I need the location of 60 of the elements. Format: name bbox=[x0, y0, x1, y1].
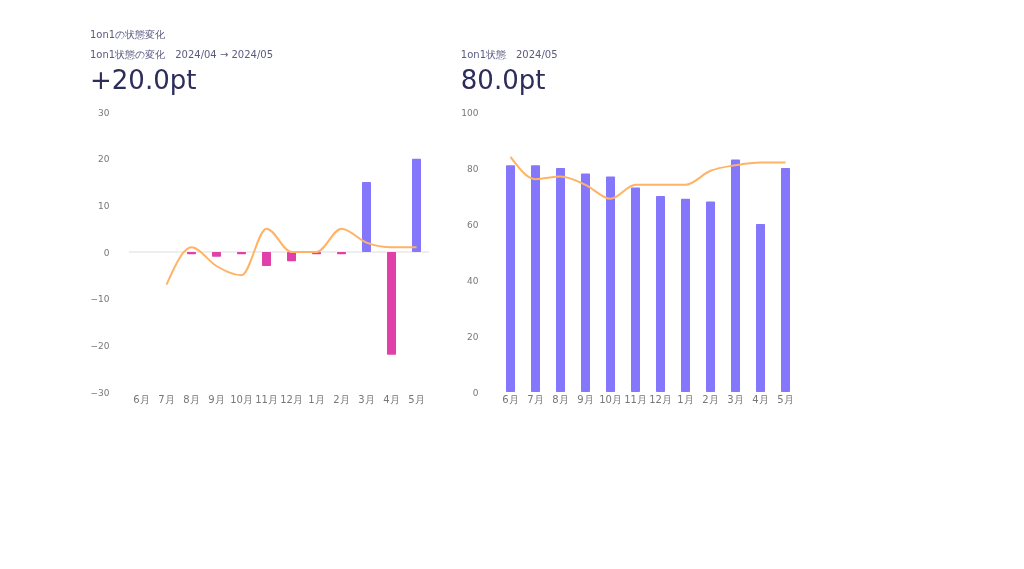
y-tick-label: 80 bbox=[467, 163, 479, 174]
bar bbox=[506, 165, 515, 392]
y-tick-label: 0 bbox=[472, 387, 479, 398]
x-tick-label: 6月 bbox=[133, 393, 150, 405]
x-tick-label: 8月 bbox=[183, 393, 200, 405]
x-tick-label: 5月 bbox=[777, 393, 794, 405]
bar bbox=[412, 158, 421, 252]
x-tick-label: 4月 bbox=[383, 393, 400, 405]
x-tick-label: 7月 bbox=[158, 393, 175, 405]
x-tick-label: 12月 bbox=[280, 393, 303, 405]
bar bbox=[556, 168, 565, 392]
x-tick-label: 12月 bbox=[649, 393, 672, 405]
x-tick-label: 2月 bbox=[333, 393, 350, 405]
bar bbox=[756, 224, 765, 392]
x-tick-label: 7月 bbox=[527, 393, 544, 405]
x-tick-label: 10月 bbox=[599, 393, 622, 405]
bar bbox=[781, 168, 790, 392]
y-tick-label: 30 bbox=[98, 107, 110, 118]
y-tick-label: 20 bbox=[467, 331, 479, 342]
x-tick-label: 11月 bbox=[624, 393, 647, 405]
y-tick-label: −30 bbox=[90, 387, 110, 398]
bar bbox=[387, 252, 396, 355]
bar bbox=[606, 176, 615, 392]
bar bbox=[581, 173, 590, 392]
x-tick-label: 9月 bbox=[208, 393, 225, 405]
x-tick-label: 11月 bbox=[255, 393, 278, 405]
x-tick-label: 4月 bbox=[752, 393, 769, 405]
x-tick-label: 6月 bbox=[502, 393, 519, 405]
x-tick-label: 3月 bbox=[358, 393, 375, 405]
line-series bbox=[509, 155, 787, 200]
y-tick-label: 20 bbox=[98, 154, 110, 165]
text: 1on1の状態変化 bbox=[90, 29, 166, 40]
y-tick-label: 100 bbox=[461, 107, 479, 118]
chart-subtitle: +20.0pt bbox=[90, 65, 197, 95]
y-tick-label: 60 bbox=[467, 219, 479, 230]
bar bbox=[262, 252, 271, 266]
y-tick-label: 40 bbox=[467, 275, 479, 286]
chart-title: 1on1状態の変化 2024/04 → 2024/05 bbox=[90, 49, 274, 60]
bar bbox=[362, 182, 371, 252]
x-tick-label: 9月 bbox=[577, 393, 594, 405]
y-tick-label: −10 bbox=[90, 294, 110, 305]
y-tick-label: 0 bbox=[103, 247, 110, 258]
x-tick-label: 8月 bbox=[552, 393, 569, 405]
x-tick-label: 3月 bbox=[727, 393, 744, 405]
x-tick-label: 2月 bbox=[702, 393, 719, 405]
x-tick-label: 1月 bbox=[308, 393, 325, 405]
line-series bbox=[165, 227, 418, 286]
chart-subtitle: 80.0pt bbox=[460, 65, 546, 95]
bar bbox=[631, 187, 640, 392]
bar bbox=[656, 196, 665, 392]
x-tick-label: 5月 bbox=[408, 393, 425, 405]
bar bbox=[681, 198, 690, 392]
x-tick-label: 10月 bbox=[230, 393, 253, 405]
y-tick-label: −20 bbox=[90, 340, 110, 351]
y-tick-label: 10 bbox=[98, 200, 110, 211]
x-tick-label: 1月 bbox=[677, 393, 694, 405]
bar bbox=[706, 201, 715, 392]
bar bbox=[531, 165, 540, 392]
bar bbox=[731, 159, 740, 392]
chart-title: 1on1状態 2024/05 bbox=[460, 49, 558, 60]
